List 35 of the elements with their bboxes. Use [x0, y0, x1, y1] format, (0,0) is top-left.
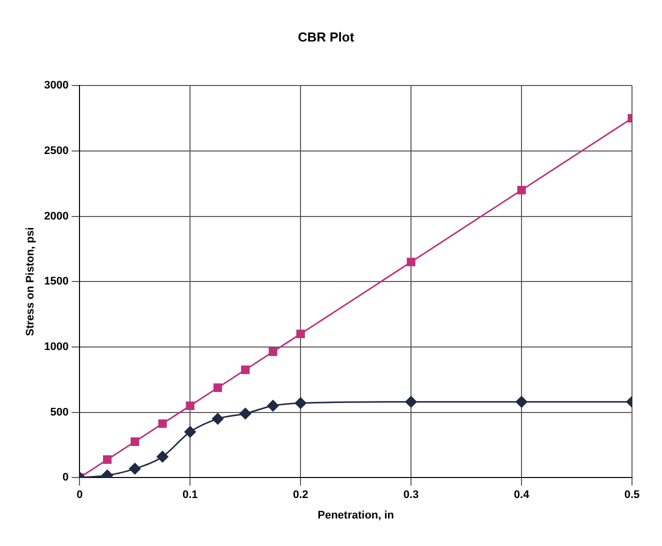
- y-tick-label: 1500: [44, 276, 69, 288]
- point: [213, 383, 222, 392]
- point: [184, 426, 196, 438]
- point: [103, 455, 112, 464]
- x-tick-label: 0: [76, 489, 83, 502]
- point: [212, 413, 224, 425]
- point: [405, 396, 417, 408]
- y-tick-label: 0: [62, 472, 69, 484]
- point: [158, 419, 167, 428]
- x-axis-title: Penetration, in: [318, 509, 394, 522]
- point: [186, 401, 194, 410]
- chart-title: CBR Plot: [298, 29, 355, 44]
- y-tick-label: 500: [50, 406, 69, 418]
- point: [240, 408, 252, 420]
- y-tick-label: 1000: [44, 340, 69, 353]
- point: [406, 258, 416, 266]
- point: [296, 330, 305, 338]
- point: [517, 186, 526, 194]
- point: [294, 397, 306, 409]
- x-tick-label: 0.1: [182, 489, 198, 502]
- point: [156, 450, 168, 462]
- x-tick-label: 0.3: [403, 489, 419, 502]
- point: [267, 400, 279, 412]
- point: [130, 437, 140, 446]
- point: [516, 396, 528, 408]
- y-tick-label: 2500: [44, 144, 69, 157]
- y-tick-label: 3000: [44, 80, 69, 92]
- y-axis-title: Stress on Piston, psi: [24, 227, 37, 336]
- x-tick-label: 0.2: [292, 489, 308, 502]
- point: [129, 462, 141, 474]
- x-tick-label: 0.5: [624, 489, 640, 502]
- point: [241, 366, 250, 374]
- point: [268, 347, 278, 356]
- x-tick-label: 0.4: [514, 489, 530, 502]
- y-tick-label: 2000: [44, 210, 69, 222]
